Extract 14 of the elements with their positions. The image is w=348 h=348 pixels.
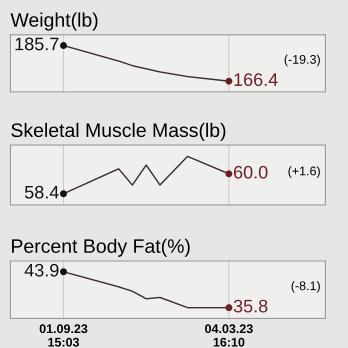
data-label: 43.9 [24, 264, 58, 277]
text: (+1.6) [288, 166, 320, 178]
x-tick-label: 04.03.23 16:10 [205, 324, 253, 347]
data-label: 166.4 [234, 73, 278, 86]
data-label: 58.4 [24, 186, 59, 199]
data-label: 60.0 [234, 166, 268, 179]
chart-title: Skeletal Muscle Mass(lb) [11, 122, 226, 141]
text: (-19.3) [284, 54, 320, 66]
chart-title: Percent Body Fat(%) [12, 238, 190, 257]
data-label: 35.8 [234, 300, 268, 312]
x-tick-label: 01.09.23 15:03 [40, 324, 88, 347]
data-label: 185.7 [16, 38, 58, 50]
chart-title: Weight(lb) [10, 12, 98, 31]
text: (-8.1) [292, 281, 320, 293]
